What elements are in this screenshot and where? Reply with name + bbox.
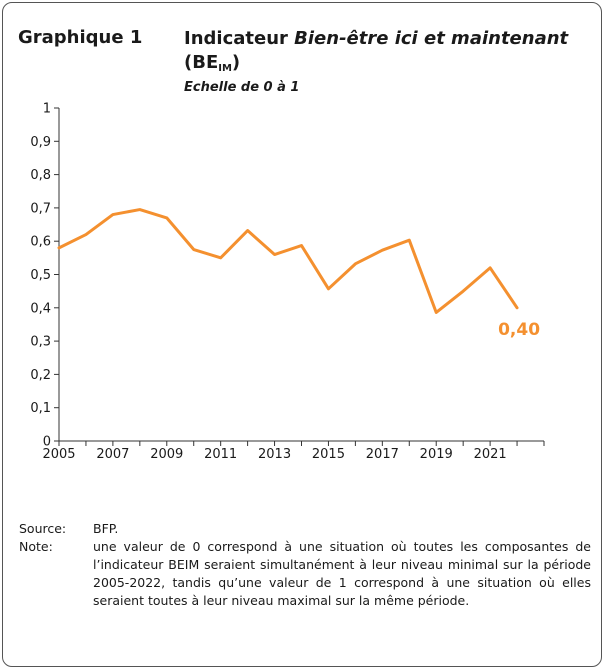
chart-subtitle: Echelle de 0 à 1 — [184, 80, 300, 95]
y-tick-label: 0,3 — [30, 335, 51, 350]
series-line — [57, 208, 519, 314]
x-tick-label: 2015 — [312, 447, 345, 462]
note-value: une valeur de 0 correspond à une situati… — [93, 539, 591, 608]
y-tick-label: 0 — [43, 435, 51, 450]
title-abbr-close: ) — [231, 52, 241, 73]
x-tick-label: 2021 — [474, 447, 507, 462]
y-tick-label: 0,1 — [30, 401, 51, 416]
x-axis: 2005 2007 2009 2011 2013 2015 2017 2019 2021 — [42, 440, 545, 462]
y-tick-label: 1 — [43, 102, 51, 117]
title-plain: Indicateur — [184, 28, 295, 49]
x-tick-label: 2017 — [366, 447, 399, 462]
end-value-label: 0,40 — [498, 320, 540, 340]
y-tick-label: 0,9 — [30, 135, 51, 150]
x-tick-label: 2009 — [150, 447, 183, 462]
note-key: Note: — [19, 539, 53, 554]
source-key: Source: — [19, 521, 67, 536]
x-tick-label: 2005 — [42, 447, 75, 462]
y-tick-label: 0,6 — [30, 235, 51, 250]
title-abbr-sub: IM — [218, 63, 232, 74]
source-value: BFP. — [93, 521, 119, 536]
y-tick-label: 0,5 — [30, 268, 51, 283]
y-axis: 0 0,1 0,2 0,3 0,4 0,5 0,6 0,7 0,8 0,9 1 — [30, 102, 60, 450]
notes-block: Source: BFP. Note: une valeur de 0 corre… — [19, 520, 591, 610]
y-tick-label: 0,8 — [30, 168, 51, 183]
title-italic: Bien-être ici et maintenant — [294, 28, 569, 49]
line-chart: 00,10,20,30,40,50,60,70,80,91 2005 2007 20… — [30, 102, 545, 462]
x-tick-label: 2007 — [96, 447, 129, 462]
x-tick-label: 2011 — [204, 447, 237, 462]
source-row: Source: BFP. — [19, 520, 591, 538]
y-tick-label: 0,2 — [30, 368, 51, 383]
note-row: Note: une valeur de 0 correspond à une s… — [19, 538, 591, 610]
y-tick-label: 0,4 — [30, 301, 51, 316]
x-tick-label: 2013 — [258, 447, 291, 462]
chart-title: Indicateur Bien-être ici et maintenant (B… — [184, 27, 584, 81]
figure-label: Graphique 1 — [18, 27, 143, 48]
y-tick-label: 0,7 — [30, 201, 51, 216]
title-abbr: (BE — [184, 52, 219, 73]
x-tick-label: 2019 — [420, 447, 453, 462]
series-layer: 0,40 — [57, 208, 540, 340]
